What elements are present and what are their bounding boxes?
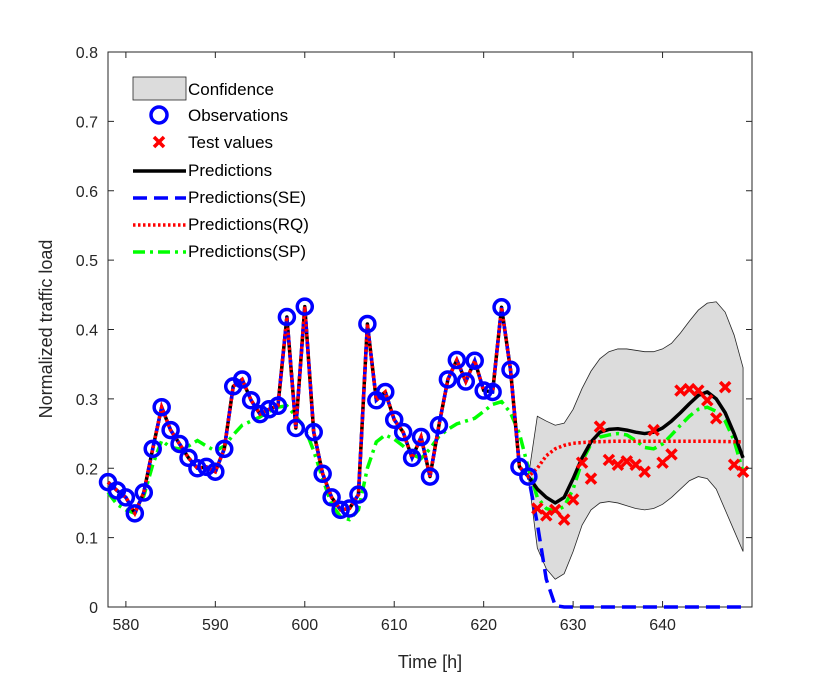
observation-point [420,467,440,486]
test-value-point [593,420,607,433]
observation-point [215,439,234,459]
observation-point [152,397,171,417]
test-value-point [718,380,732,394]
test-value-point [692,384,705,397]
observation-point [197,457,216,477]
observation-point [331,500,350,520]
y-axis-title: Normalized traffic load [36,240,56,419]
test-value-point [674,384,687,397]
test-value-point [683,382,696,396]
observation-point [143,439,162,459]
observation-point [268,396,288,416]
test-value-point [602,453,616,467]
observation-point [474,381,493,400]
y-tick-label: 0 [89,600,98,617]
x-tick-label: 630 [560,617,587,634]
observation-point [322,488,341,507]
test-value-point [566,493,580,506]
legend-label-observations: Observations [188,106,288,125]
observation-point [456,372,476,391]
test-value-point [584,472,598,485]
y-tick-label: 0.4 [76,323,98,340]
observation-point [340,499,359,518]
observation-point [206,462,225,481]
test-value-point [620,455,634,468]
test-value-point [665,448,678,461]
observation-point [116,488,136,507]
observation-point [295,297,315,316]
y-tick-label: 0.5 [76,253,98,270]
x-tick-label: 640 [649,617,676,634]
test-value-point [709,412,723,425]
observation-point [501,360,520,379]
observation-point [125,504,145,523]
legend-swatch-test-values [152,135,166,149]
observation-point [188,459,207,478]
y-tick-label: 0.8 [76,45,98,62]
x-tick-label: 580 [113,617,140,634]
test-value-markers-group [531,380,750,526]
observation-point [313,464,332,484]
observation-point [492,298,511,317]
legend-label-predictions-se: Predictions(SE) [188,188,306,207]
plot-area [107,51,753,608]
axes-group: 580 590 600 610 620 630 640 0 0.1 0.2 0.3 0.4 0.5 0.6… [76,45,752,634]
legend-swatch-observations [149,105,169,125]
observation-point [465,351,484,370]
legend-label-predictions: Predictions [188,161,272,180]
observation-point [447,350,467,370]
observation-point [429,415,449,435]
test-value-point [611,458,625,472]
observation-point [358,314,377,334]
observation-point [304,422,323,442]
test-value-point [638,465,651,478]
observation-point [411,427,431,447]
y-tick-label: 0.1 [76,531,98,548]
y-tick-label: 0.2 [76,461,98,478]
test-value-point [540,509,553,522]
observation-point [259,400,279,419]
observation-point [349,485,368,504]
test-value-point [701,394,714,407]
y-tick-label: 0.6 [76,184,98,201]
x-tick-label: 600 [291,617,318,634]
test-value-point [557,513,571,526]
observation-point [250,404,270,424]
legend-label-test-values: Test values [188,133,273,152]
legend-label-confidence: Confidence [188,80,274,99]
legend-label-predictions-sp: Predictions(SP) [188,242,306,261]
x-tick-label: 590 [202,617,229,634]
legend-label-predictions-rq: Predictions(RQ) [188,215,309,234]
test-value-point [548,503,562,517]
test-value-point [575,456,589,469]
x-tick-label: 610 [381,617,408,634]
observation-point [241,391,261,410]
x-tick-label: 620 [470,617,497,634]
observation-point [384,410,404,429]
test-value-point [647,423,660,437]
observation-point [170,434,189,454]
observation-point [519,467,538,486]
observation-point [179,448,198,468]
observation-point [483,382,502,402]
y-tick-label: 0.7 [76,114,98,131]
observation-point [402,448,422,468]
test-value-point [656,456,669,469]
legend: Confidence Observations Test values Pred… [132,76,309,261]
observation-point [134,483,154,502]
observation-point [438,370,458,389]
legend-swatch-confidence [132,76,187,101]
x-axis-title: Time [h] [398,652,462,672]
observation-point [161,420,180,440]
observation-point [232,370,252,389]
observation-point [286,418,306,438]
observation-markers-group [98,297,538,523]
y-tick-label: 0.3 [76,392,98,409]
observation-point [277,307,297,327]
observation-point [393,422,413,442]
observation-point [376,382,395,402]
